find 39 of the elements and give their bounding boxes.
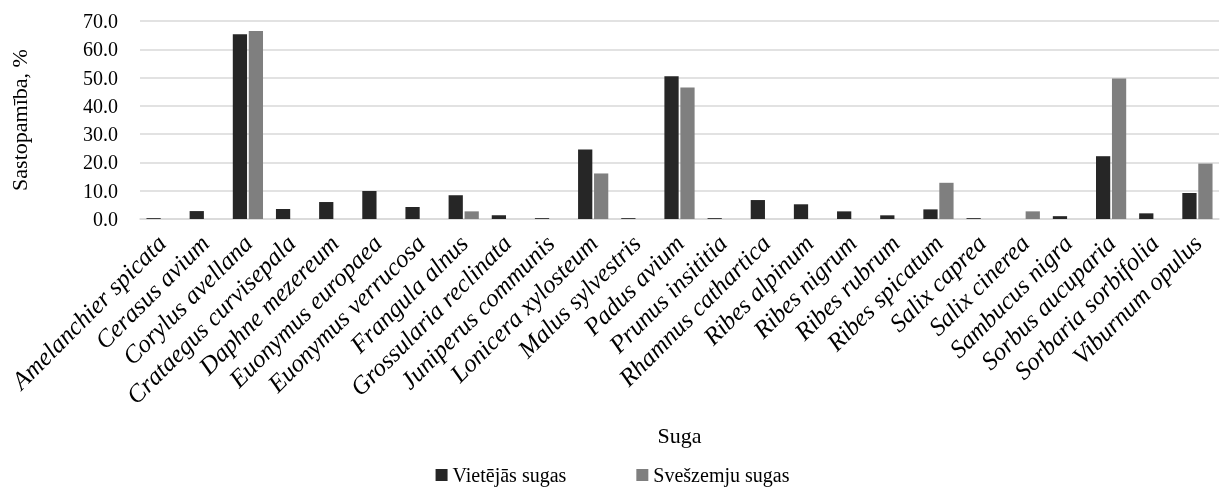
bar — [664, 76, 679, 219]
bar — [578, 149, 593, 219]
bar — [923, 209, 938, 219]
bar — [680, 87, 695, 219]
legend-label: Svešzemju sugas — [653, 464, 790, 487]
bar — [1139, 213, 1154, 219]
y-tick-label: 40.0 — [83, 94, 118, 117]
bar — [448, 195, 463, 219]
y-tick-label: 10.0 — [83, 179, 118, 202]
bar — [939, 182, 954, 219]
bar — [1095, 156, 1111, 219]
bar — [232, 34, 248, 219]
bar — [594, 173, 609, 219]
bar — [405, 207, 420, 219]
bar — [837, 211, 852, 219]
bar — [1198, 163, 1213, 219]
bar — [319, 202, 334, 219]
y-tick-label: 60.0 — [83, 38, 118, 61]
bar — [793, 204, 809, 219]
y-tick-label: 0.0 — [93, 208, 118, 230]
bar — [464, 211, 479, 219]
y-tick-label: 20.0 — [83, 151, 118, 174]
bar — [189, 211, 204, 219]
bar — [275, 209, 291, 219]
bar — [1025, 211, 1040, 219]
bar — [1111, 78, 1127, 219]
bar — [248, 30, 264, 219]
bar — [1182, 192, 1197, 219]
bar — [1052, 216, 1068, 219]
bar — [491, 215, 506, 219]
legend-label: Vietējās sugas — [452, 464, 567, 487]
x-axis-title: Suga — [657, 422, 702, 448]
y-tick-label: 50.0 — [83, 66, 118, 89]
y-tick-label: 70.0 — [83, 10, 118, 32]
bar — [880, 215, 895, 219]
bar — [362, 191, 377, 219]
y-tick-label: 30.0 — [83, 123, 118, 146]
y-axis-title: Sastopamība, % — [6, 49, 32, 191]
bar — [750, 200, 765, 219]
